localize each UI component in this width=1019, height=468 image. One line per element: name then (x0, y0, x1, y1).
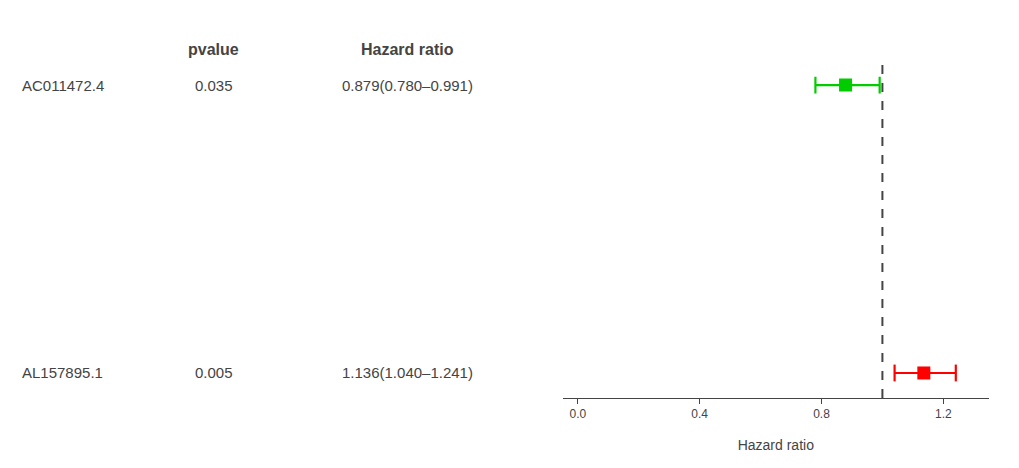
svg-text:0.005: 0.005 (195, 364, 233, 381)
svg-text:pvalue: pvalue (188, 41, 239, 58)
svg-text:0.879(0.780–0.991): 0.879(0.780–0.991) (342, 77, 473, 94)
svg-text:0.0: 0.0 (570, 407, 587, 421)
svg-text:1.136(1.040–1.241): 1.136(1.040–1.241) (342, 364, 473, 381)
svg-text:0.8: 0.8 (813, 407, 830, 421)
svg-text:0.4: 0.4 (691, 407, 708, 421)
svg-text:1.2: 1.2 (935, 407, 952, 421)
svg-text:Hazard ratio: Hazard ratio (738, 437, 814, 453)
svg-text:0.035: 0.035 (195, 77, 233, 94)
svg-text:AL157895.1: AL157895.1 (22, 364, 103, 381)
svg-text:Hazard ratio: Hazard ratio (361, 41, 454, 58)
svg-text:AC011472.4: AC011472.4 (22, 77, 104, 94)
